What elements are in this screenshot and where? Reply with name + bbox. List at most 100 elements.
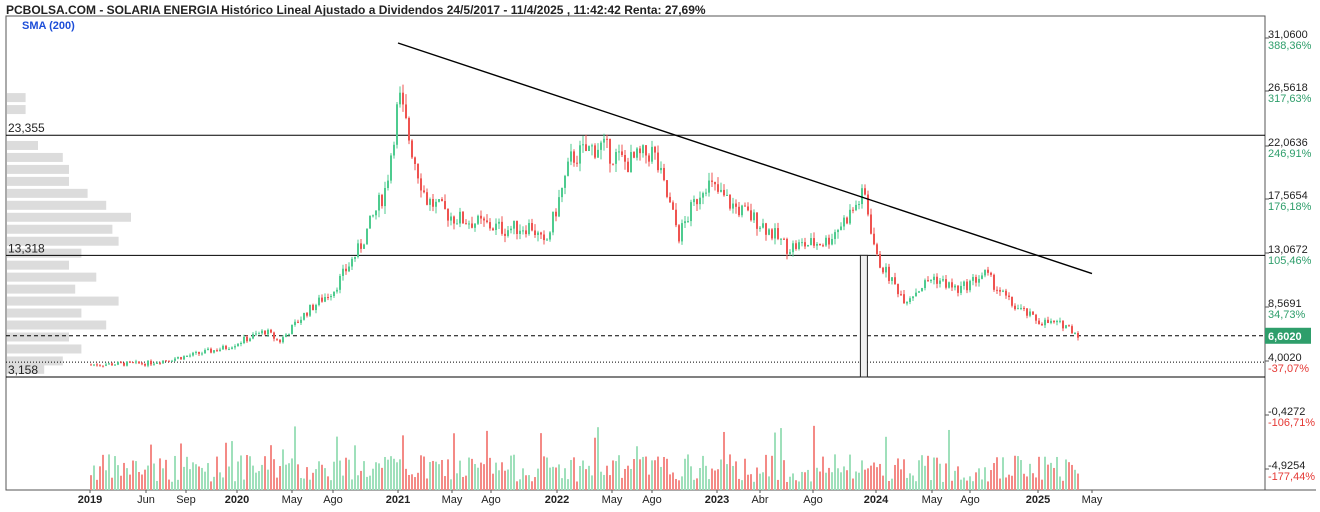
- volume-bar: [156, 480, 158, 490]
- volume-bar: [1020, 460, 1022, 490]
- candle-body: [156, 362, 158, 364]
- candle-body: [240, 342, 242, 344]
- y-tick-pct-label: 105,46%: [1268, 255, 1312, 267]
- volume-bar: [948, 429, 950, 490]
- candle-body: [780, 238, 782, 240]
- candle-body: [573, 151, 575, 163]
- volume-bar: [165, 459, 167, 490]
- candle-body: [795, 243, 797, 249]
- y-tick-label: 4,0020: [1268, 352, 1302, 364]
- volume-bar: [234, 481, 236, 490]
- candle-body: [858, 204, 860, 206]
- candle-body: [111, 363, 113, 366]
- candle-body: [927, 280, 929, 282]
- volume-bar: [1041, 479, 1043, 490]
- candle-body: [987, 269, 989, 273]
- candle-body: [570, 151, 572, 162]
- x-tick-label: Ago: [960, 494, 980, 506]
- candle-body: [834, 232, 836, 239]
- x-tick-label: 2023: [705, 494, 729, 506]
- candle-body: [492, 228, 494, 231]
- candle-body: [849, 209, 851, 224]
- candle-body: [219, 349, 221, 352]
- candle-body: [531, 223, 533, 231]
- candle-body: [108, 363, 110, 365]
- candle-body: [447, 208, 449, 221]
- y-tick-label: 31,0600: [1268, 29, 1308, 41]
- y-tick-label: -0,4272: [1268, 406, 1305, 418]
- candle-body: [519, 230, 521, 234]
- candle-body: [459, 211, 461, 224]
- volume-bar: [831, 472, 833, 490]
- candle-body: [804, 242, 806, 247]
- candle-body: [957, 285, 959, 293]
- volume-bar: [387, 459, 389, 490]
- volume-bar: [177, 479, 179, 490]
- candle-body: [591, 145, 593, 147]
- volume-bar: [522, 468, 524, 490]
- last-price-label: 6,6020: [1268, 331, 1302, 343]
- volume-bar: [1053, 467, 1055, 490]
- candle-body: [300, 319, 302, 323]
- candle-body: [246, 336, 248, 342]
- candle-body: [558, 197, 560, 217]
- volume-bar: [621, 477, 623, 490]
- candle-body: [1020, 307, 1022, 309]
- volume-bar: [312, 472, 314, 490]
- volume-bar: [1008, 474, 1010, 490]
- x-tick-label: Abr: [751, 494, 768, 506]
- volume-profile-bar: [7, 248, 82, 258]
- candle-body: [306, 312, 308, 316]
- volume-bar: [1044, 456, 1046, 490]
- candle-body: [1059, 320, 1061, 322]
- volume-bar: [408, 474, 410, 490]
- candle-body: [399, 92, 401, 105]
- candle-body: [732, 203, 734, 209]
- volume-profile-bar: [7, 224, 113, 234]
- volume-bar: [147, 465, 149, 490]
- candle-body: [888, 266, 890, 281]
- volume-bar: [393, 458, 395, 490]
- candle-body: [171, 360, 173, 362]
- volume-bar: [438, 464, 440, 490]
- volume-bar: [108, 454, 110, 490]
- candle-body: [255, 333, 257, 335]
- candle-body: [285, 334, 287, 338]
- volume-bar: [714, 470, 716, 490]
- volume-bar: [1077, 473, 1079, 490]
- volume-bar: [291, 458, 293, 490]
- volume-bar: [525, 475, 527, 490]
- volume-bar: [573, 457, 575, 490]
- volume-bar: [912, 475, 914, 490]
- candle-body: [696, 199, 698, 205]
- volume-bar: [978, 468, 980, 490]
- volume-bar: [849, 454, 851, 490]
- candle-body: [633, 152, 635, 158]
- volume-profile-bar: [7, 364, 45, 374]
- candle-body: [561, 187, 563, 198]
- candle-body: [921, 288, 923, 292]
- x-tick-label: May: [282, 494, 303, 506]
- candle-body: [510, 228, 512, 231]
- candle-body: [348, 266, 350, 272]
- candle-body: [1074, 333, 1076, 335]
- candle-body: [351, 258, 353, 267]
- candle-body: [270, 329, 272, 333]
- volume-bar: [954, 470, 956, 490]
- volume-bar: [1029, 463, 1031, 490]
- candle-body: [819, 243, 821, 246]
- y-tick-pct-label: -106,71%: [1268, 417, 1315, 429]
- volume-bar: [255, 472, 257, 490]
- candle-body: [225, 345, 227, 349]
- volume-bar: [459, 460, 461, 490]
- y-tick-pct-label: 388,36%: [1268, 40, 1312, 52]
- sma-legend-label[interactable]: SMA (200): [22, 20, 75, 32]
- volume-profile-bar: [7, 356, 63, 366]
- candle-body: [1077, 333, 1079, 338]
- candle-body: [762, 223, 764, 228]
- candle-body: [624, 154, 626, 162]
- volume-bar: [909, 473, 911, 490]
- volume-bar: [264, 456, 266, 490]
- volume-bar: [555, 467, 557, 490]
- volume-bar: [876, 467, 878, 490]
